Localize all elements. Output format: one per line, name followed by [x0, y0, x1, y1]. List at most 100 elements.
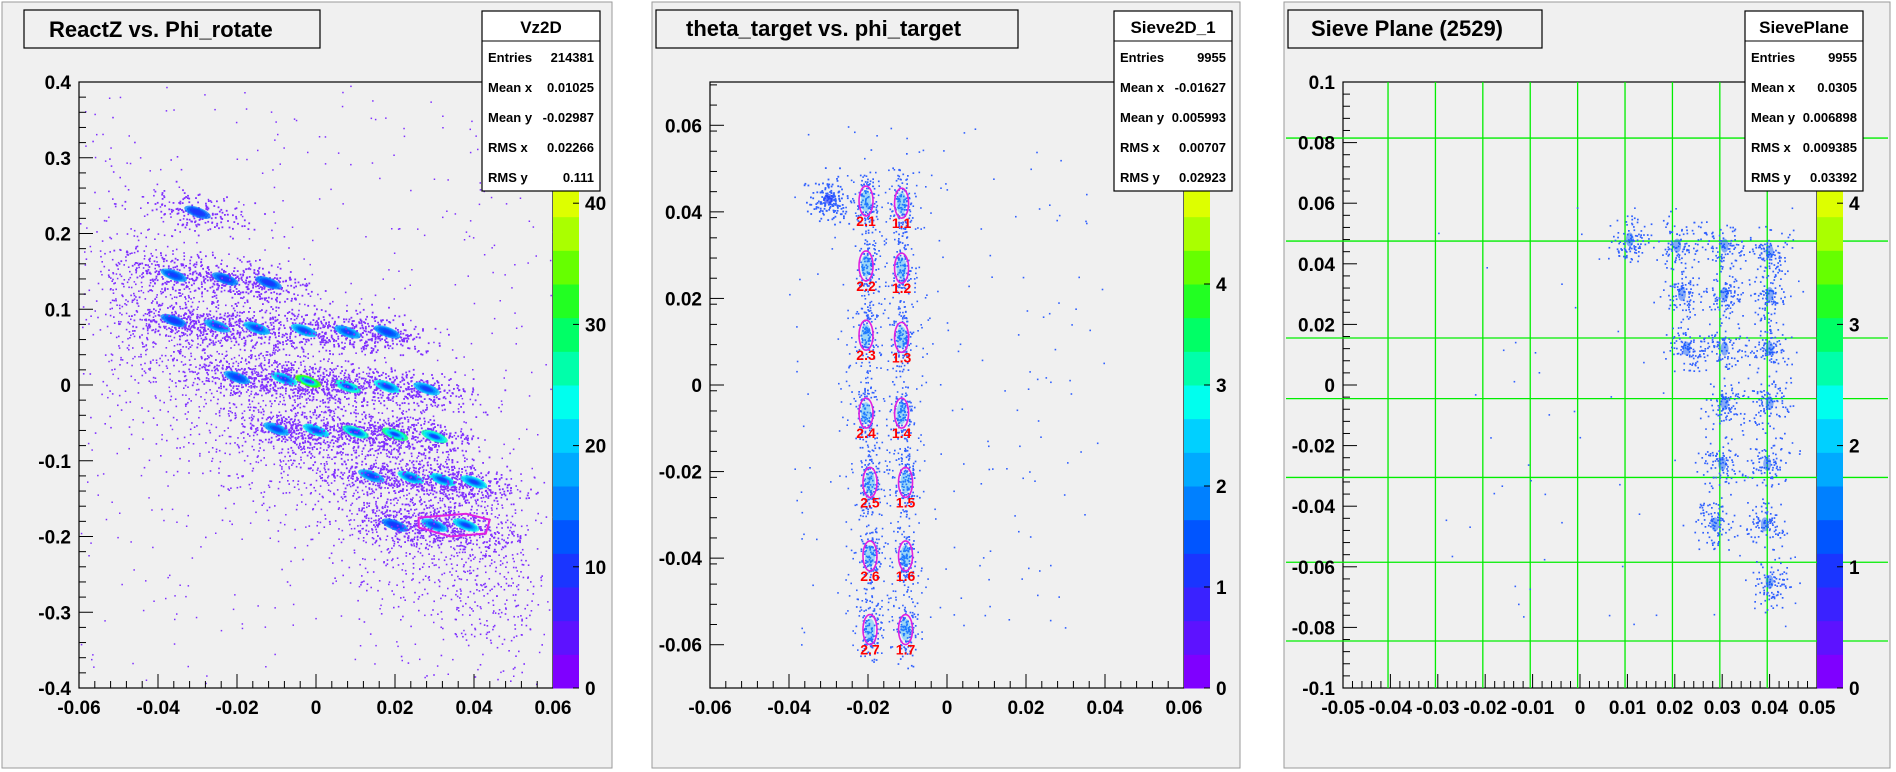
scatter-point	[237, 362, 240, 365]
scatter-point	[215, 294, 218, 297]
scatter-point	[185, 405, 187, 407]
scatter-point	[232, 365, 234, 368]
scatter-point	[156, 302, 158, 305]
scatter-point	[228, 402, 231, 404]
scatter-point	[313, 304, 316, 307]
scatter-point	[334, 320, 336, 323]
scatter-point	[370, 586, 372, 589]
scatter-point	[333, 323, 335, 326]
scatter-point	[276, 300, 278, 303]
scatter-point	[143, 345, 146, 348]
scatter-point	[394, 480, 396, 483]
scatter-point	[407, 337, 410, 340]
scatter-point	[156, 294, 158, 296]
scatter-point	[483, 595, 485, 597]
scatter-point	[198, 223, 201, 226]
scatter-point	[364, 480, 367, 483]
scatter-point	[220, 359, 222, 362]
scatter-point	[476, 605, 479, 607]
scatter-point	[118, 394, 121, 397]
scatter-point	[490, 196, 493, 199]
scatter-point	[440, 654, 443, 657]
scatter-point	[258, 267, 260, 270]
scatter-point	[293, 293, 296, 296]
scatter-point	[230, 340, 233, 343]
scatter-point	[322, 496, 324, 499]
scatter-point	[419, 460, 421, 463]
scatter-point	[155, 328, 157, 331]
scatter-point	[85, 145, 87, 147]
scatter-point	[257, 149, 259, 152]
scatter-point	[172, 288, 174, 291]
scatter-point	[351, 343, 353, 346]
scatter-point	[181, 263, 184, 266]
scatter-point	[418, 581, 421, 584]
scatter-point	[169, 213, 172, 215]
scatter-point	[391, 347, 394, 350]
scatter-point	[349, 392, 351, 394]
scatter-point	[235, 416, 237, 419]
scatter-point	[232, 381, 235, 383]
scatter-point	[241, 384, 243, 386]
scatter-point	[183, 380, 185, 382]
scatter-point	[205, 391, 208, 394]
scatter-point	[168, 386, 170, 389]
scatter-point	[187, 514, 189, 517]
scatter-point	[375, 644, 377, 647]
scatter-point	[169, 305, 172, 308]
scatter-point	[197, 388, 200, 391]
scatter-point	[422, 578, 425, 581]
scatter-point	[323, 416, 325, 419]
scatter-point	[253, 439, 255, 441]
scatter-point	[418, 595, 421, 598]
scatter-point	[212, 315, 215, 318]
scatter-point	[429, 481, 431, 484]
scatter-point	[273, 291, 276, 294]
scatter-point	[241, 225, 244, 228]
scatter-point	[287, 460, 290, 462]
scatter-point	[519, 541, 521, 544]
scatter-point	[255, 371, 258, 373]
scatter-point	[201, 291, 203, 293]
scatter-point	[211, 380, 214, 383]
scatter-point	[260, 371, 263, 374]
scatter-point	[428, 566, 430, 568]
scatter-point	[193, 297, 195, 299]
scatter-point	[120, 260, 123, 263]
scatter-point	[189, 328, 192, 331]
scatter-point	[163, 320, 166, 323]
scatter-point	[194, 220, 197, 223]
scatter-point	[210, 274, 212, 276]
scatter-point	[257, 402, 260, 405]
scatter-point	[350, 85, 352, 88]
scatter-point	[507, 571, 510, 574]
scatter-point	[305, 399, 308, 401]
scatter-point	[142, 327, 145, 330]
scatter-point	[240, 367, 243, 370]
scatter-point	[88, 289, 91, 292]
scatter-point	[471, 623, 473, 626]
scatter-point	[289, 340, 292, 342]
scatter-point	[256, 296, 259, 298]
scatter-point	[487, 602, 490, 604]
scatter-point	[247, 367, 250, 369]
scatter-point	[475, 135, 477, 137]
scatter-point	[160, 455, 162, 457]
scatter-point	[146, 272, 148, 275]
scatter-point	[262, 322, 264, 325]
scatter-point	[255, 260, 257, 262]
scatter-point	[403, 340, 406, 343]
scatter-point	[219, 342, 222, 344]
scatter-point	[326, 378, 328, 381]
scatter-point	[515, 635, 518, 637]
scatter-point	[226, 196, 228, 199]
scatter-point	[82, 373, 85, 375]
scatter-point	[175, 208, 178, 210]
scatter-point	[425, 539, 427, 542]
scatter-point	[175, 248, 178, 251]
scatter-point	[413, 484, 415, 486]
scatter-point	[259, 310, 261, 313]
scatter-point	[454, 532, 456, 535]
scatter-point	[453, 555, 455, 558]
scatter-point	[491, 509, 493, 511]
